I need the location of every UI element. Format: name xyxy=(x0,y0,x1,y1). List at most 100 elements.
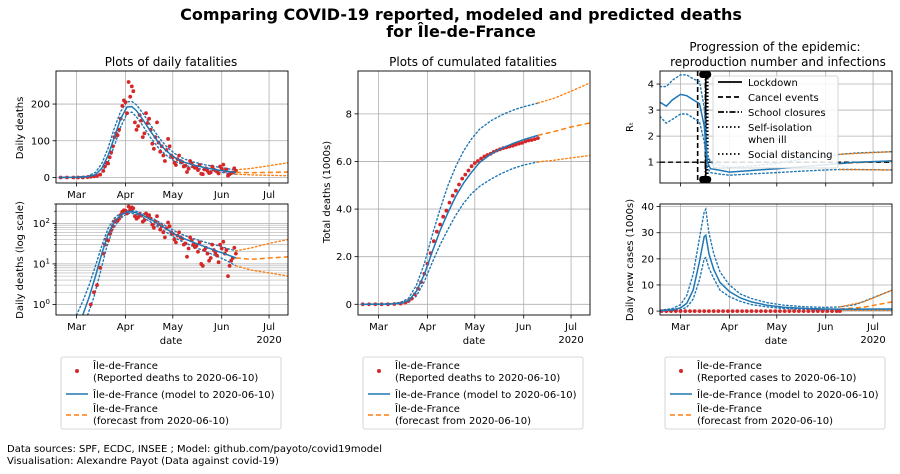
cases-reported-point xyxy=(801,309,806,313)
cumulative-ytick-label: 0 xyxy=(346,300,352,311)
daily-reported-point xyxy=(166,137,171,141)
cases-reported-point xyxy=(683,309,688,313)
daily-reported-point xyxy=(167,144,172,149)
daily-reported-point xyxy=(136,124,141,128)
cases-ytick-label: 0 xyxy=(648,307,654,318)
daily-plot-area xyxy=(58,80,288,180)
cases-plot-area xyxy=(660,207,892,313)
cumulative-reported-point xyxy=(526,138,531,143)
legend-forecast-label: (forecast from 2020-06-10) xyxy=(697,416,833,427)
daily_log-reported-point xyxy=(152,225,156,230)
daily-reported-point xyxy=(106,161,110,166)
cases-reported-point xyxy=(806,309,811,313)
cumulative-xtick-year: 2020 xyxy=(558,335,583,346)
cumulative-model-lower-line xyxy=(360,161,539,305)
daily_log-reported-point xyxy=(174,240,178,245)
cases-reported-point xyxy=(778,309,782,313)
daily-reported-point xyxy=(196,168,200,173)
daily-reported-point xyxy=(152,146,156,151)
cases-reported-point xyxy=(820,309,825,313)
cases-reported-point xyxy=(716,309,721,313)
cumulative-reported-point xyxy=(457,182,461,187)
cumulative-model-line xyxy=(361,134,539,306)
cumulative-reported-point xyxy=(529,138,534,142)
cumulative-reported-point xyxy=(447,200,452,205)
rt-legend-box xyxy=(712,75,839,169)
rt-ytick-label: 3 xyxy=(648,106,654,117)
daily_log-reported-point xyxy=(172,237,177,242)
daily_log-reported-point xyxy=(98,265,103,270)
cases-ytick-label: 40 xyxy=(641,202,654,213)
cases-ylabel: Daily new cases (1000s) xyxy=(625,199,636,321)
cases-reported-point xyxy=(721,309,725,313)
cumulative-reported-point xyxy=(536,136,540,141)
cumulative-forecast-lower-line xyxy=(537,154,590,163)
cumulative-reported-point xyxy=(463,172,468,177)
daily_log-plot-area xyxy=(75,204,288,315)
cumulative-forecast-upper-line xyxy=(537,82,590,104)
daily-reported-point xyxy=(183,163,188,168)
cases-reported-point xyxy=(834,309,839,313)
daily_log-reported-point xyxy=(131,206,136,211)
cases-reported-point xyxy=(815,309,820,313)
daily-reported-point xyxy=(200,172,205,177)
cumulative-xtick-label: Jun xyxy=(515,322,532,333)
daily_log-reported-point xyxy=(126,204,131,209)
legend-reported-marker xyxy=(75,369,79,373)
daily_log-reported-point xyxy=(92,290,96,295)
legend-forecast-label: Île-de-France xyxy=(92,402,158,415)
daily_log-ytick-label: 102 xyxy=(33,217,50,230)
daily-reported-point xyxy=(144,111,148,116)
cases-reported-point xyxy=(707,309,711,313)
cases-xlabel: date xyxy=(765,336,788,347)
rt-panel-title-line2: reproduction number and infections xyxy=(670,55,886,69)
cumulative-model-upper-line xyxy=(360,102,539,305)
daily-reported-point xyxy=(221,162,226,167)
daily_log-reported-point xyxy=(210,242,215,247)
cumulative-frame xyxy=(357,70,591,316)
daily_log-reported-point xyxy=(186,246,191,251)
cumulative-reported-point xyxy=(517,141,521,146)
daily-ytick-label: 100 xyxy=(31,136,50,147)
daily_log-reported-point xyxy=(219,246,224,251)
daily-reported-point xyxy=(101,169,106,173)
rt-ytick-label: 4 xyxy=(648,80,654,91)
daily-reported-point xyxy=(216,171,221,176)
rt-ytick-label: 1 xyxy=(648,158,654,169)
cumulative-reported-point xyxy=(523,139,528,144)
legend-reported-label: Île-de-France xyxy=(394,359,460,372)
rt-legend-label: Self-isolation xyxy=(748,123,812,134)
daily-reported-point xyxy=(126,80,131,84)
daily_log-reported-point xyxy=(215,253,219,258)
daily_log-reported-point xyxy=(147,213,152,218)
daily_log-reported-point xyxy=(106,238,110,243)
daily-reported-point xyxy=(161,153,166,158)
cases-reported-point xyxy=(811,309,815,313)
cases-reported-point xyxy=(768,309,773,313)
daily_log-reported-point xyxy=(226,274,230,278)
legend-forecast-label: (forecast from 2020-06-10) xyxy=(395,416,531,427)
legend-right: Île-de-France(Reported cases to 2020-06-… xyxy=(664,356,886,430)
daily-reported-point xyxy=(147,116,152,121)
cumulative-ytick-label: 2.0 xyxy=(336,252,352,263)
daily-reported-point xyxy=(129,84,134,89)
daily-reported-point xyxy=(155,120,159,125)
cumulative-xtick-label: Jul xyxy=(564,322,577,333)
cases-reported-point xyxy=(830,309,834,313)
legend-forecast-label: (forecast from 2020-06-10) xyxy=(93,416,229,427)
rt-frame xyxy=(659,70,893,184)
daily-frame xyxy=(55,70,289,184)
rt-legend-label: School closures xyxy=(748,108,826,119)
legend-reported-label: (Reported cases to 2020-06-10) xyxy=(697,373,856,384)
legend-reported-label: (Reported deaths to 2020-06-10) xyxy=(93,373,258,384)
cumulative-ytick-label: 6.0 xyxy=(336,157,352,168)
rt-panel-title-line1: Progression of the epidemic: xyxy=(689,40,860,54)
cases-reported-point xyxy=(673,309,678,313)
legend-middle-box xyxy=(362,356,584,430)
cases-reported-point xyxy=(763,309,768,313)
cumulative-reported-point xyxy=(476,159,480,163)
daily_log-xtick-label: May xyxy=(162,322,183,333)
cumulative-ylabel: Total deaths (1000s) xyxy=(322,141,333,244)
